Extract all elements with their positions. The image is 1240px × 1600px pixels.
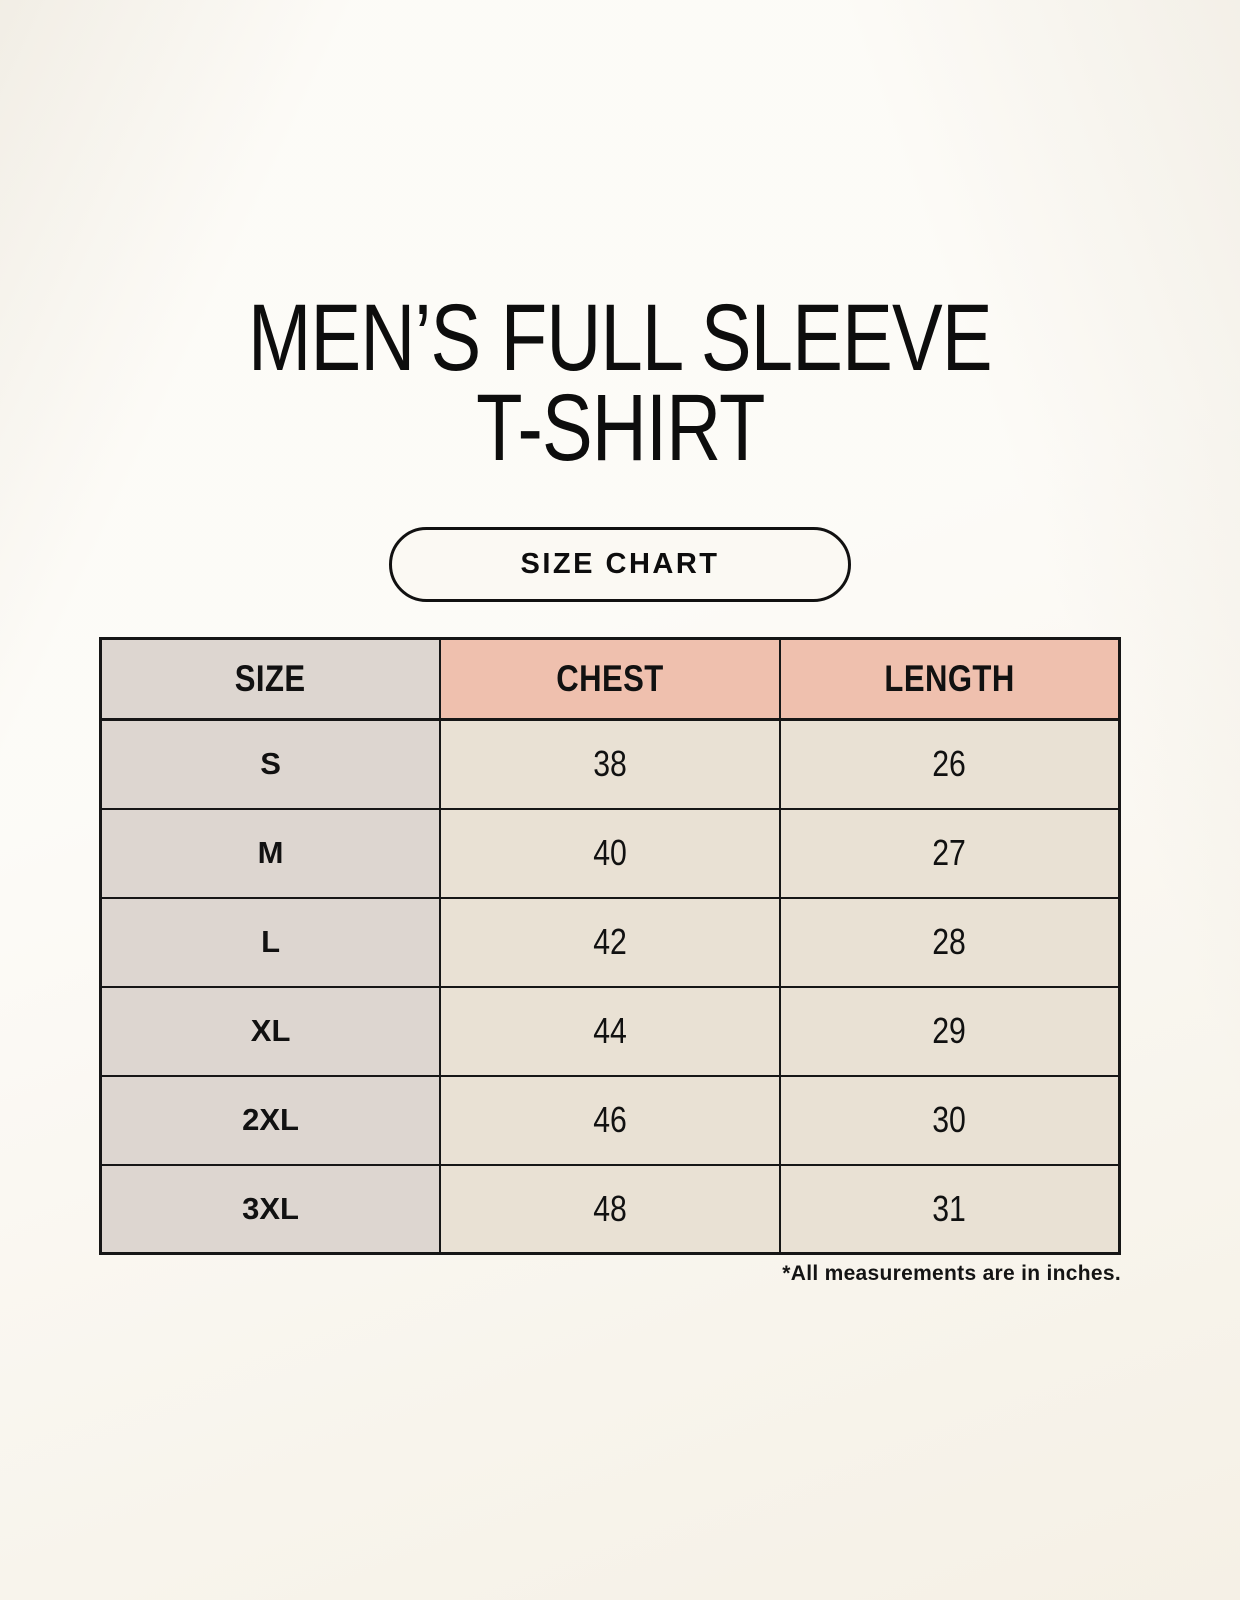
table-row: XL 44 29 xyxy=(99,985,1121,1077)
length-cell: 26 xyxy=(778,718,1121,810)
chest-cell: 42 xyxy=(439,896,781,988)
table-row: M 40 27 xyxy=(99,807,1121,899)
size-cell: S xyxy=(99,718,442,810)
size-chart-badge-label: SIZE CHART xyxy=(520,548,720,580)
table-row: L 42 28 xyxy=(99,896,1121,988)
page-title-line2: T-SHIRT xyxy=(475,375,765,481)
length-cell: 27 xyxy=(778,807,1121,899)
chest-cell: 38 xyxy=(439,718,781,810)
table-header-row: SIZE CHEST LENGTH xyxy=(99,637,1121,721)
size-chart-badge: SIZE CHART xyxy=(389,527,851,602)
table-row: S 38 26 xyxy=(99,718,1121,810)
length-cell: 31 xyxy=(778,1163,1121,1255)
length-cell: 30 xyxy=(778,1074,1121,1166)
column-header-chest: CHEST xyxy=(439,637,781,721)
size-table: SIZE CHEST LENGTH S 38 26 M 40 27 L xyxy=(99,637,1121,1255)
table-row: 2XL 46 30 xyxy=(99,1074,1121,1166)
size-table-container: SIZE CHEST LENGTH S 38 26 M 40 27 L xyxy=(99,637,1121,1255)
chest-cell: 40 xyxy=(439,807,781,899)
table-row: 3XL 48 31 xyxy=(99,1163,1121,1255)
column-header-size: SIZE xyxy=(99,637,442,721)
chest-cell: 44 xyxy=(439,985,781,1077)
page-title-line1: MEN’S FULL SLEEVE xyxy=(248,285,993,391)
chest-cell: 48 xyxy=(439,1163,781,1255)
size-cell: 3XL xyxy=(99,1163,442,1255)
size-cell: M xyxy=(99,807,442,899)
size-cell: XL xyxy=(99,985,442,1077)
size-cell: L xyxy=(99,896,442,988)
length-cell: 28 xyxy=(778,896,1121,988)
page-title: MEN’S FULL SLEEVE T-SHIRT xyxy=(0,285,1240,481)
measurements-footnote: *All measurements are in inches. xyxy=(782,1262,1121,1285)
column-header-length: LENGTH xyxy=(778,637,1121,721)
size-cell: 2XL xyxy=(99,1074,442,1166)
length-cell: 29 xyxy=(778,985,1121,1077)
chest-cell: 46 xyxy=(439,1074,781,1166)
